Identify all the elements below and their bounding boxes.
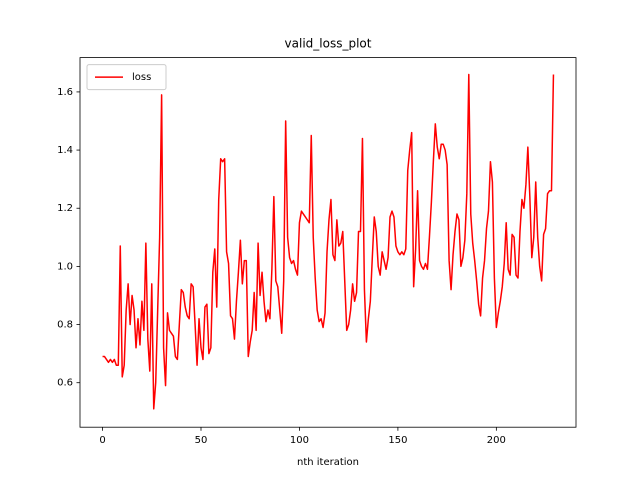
data-line bbox=[102, 73, 555, 410]
y-tick-label: 1.2 bbox=[57, 203, 73, 214]
x-tick-label: 50 bbox=[195, 435, 208, 446]
chart-title: valid_loss_plot bbox=[285, 37, 372, 51]
x-tick-label: 100 bbox=[290, 435, 309, 446]
y-tick-label: 0.6 bbox=[57, 378, 73, 389]
x-tick-label: 0 bbox=[99, 435, 105, 446]
y-tick-label: 1.4 bbox=[57, 145, 73, 156]
x-tick-label: 200 bbox=[487, 435, 506, 446]
x-tick-label: 150 bbox=[388, 435, 407, 446]
legend-box bbox=[86, 64, 167, 91]
axes-frame bbox=[79, 57, 577, 428]
y-tick-label: 1.0 bbox=[57, 261, 73, 272]
x-axis-label: nth iteration bbox=[297, 457, 359, 468]
legend-label: loss bbox=[132, 72, 151, 83]
y-tick-label: 0.8 bbox=[57, 320, 73, 331]
y-tick-label: 1.6 bbox=[57, 87, 73, 98]
